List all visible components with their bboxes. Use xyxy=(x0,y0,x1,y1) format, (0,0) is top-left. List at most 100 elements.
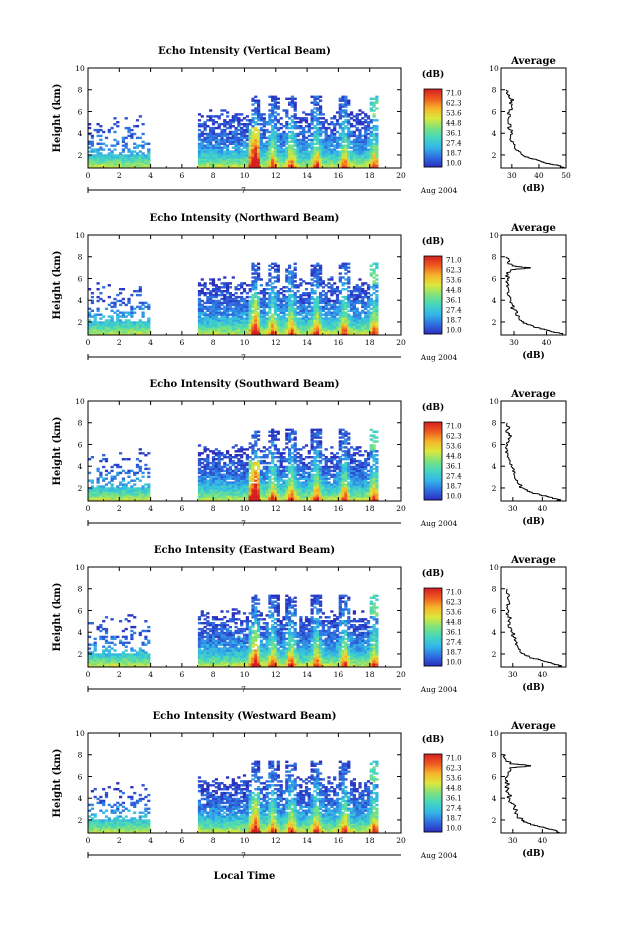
heatmap-cell xyxy=(214,465,218,469)
heatmap-cell xyxy=(107,491,111,494)
heatmap-cell xyxy=(133,327,137,330)
heatmap-cell xyxy=(254,430,258,433)
heatmap-cell xyxy=(262,136,266,140)
heatmap-cell xyxy=(90,485,94,488)
colorbar-step xyxy=(424,139,442,142)
heatmap-cell xyxy=(147,325,151,328)
heatmap-cell xyxy=(285,333,289,336)
heatmap-cell xyxy=(96,134,100,138)
heatmap-cell xyxy=(302,305,306,309)
heatmap-cell xyxy=(240,144,244,147)
heatmap-cell xyxy=(214,467,218,471)
heatmap-cell xyxy=(321,158,325,161)
heatmap-cell xyxy=(296,284,300,287)
heatmap-cell xyxy=(302,142,306,145)
profile-x-tick-label: 40 xyxy=(542,338,552,347)
heatmap-cell xyxy=(88,331,92,334)
heatmap-cell xyxy=(324,121,328,124)
heatmap-cell xyxy=(285,126,289,130)
heatmap-cell xyxy=(316,325,320,328)
heatmap-cell xyxy=(209,323,213,326)
heatmap-cell xyxy=(113,148,117,151)
heatmap-cell xyxy=(220,477,224,480)
heatmap-cell xyxy=(330,319,334,322)
heatmap-cell xyxy=(271,166,275,169)
heatmap-cell xyxy=(310,331,314,334)
heatmap-cell xyxy=(304,152,309,155)
heatmap-cell xyxy=(113,158,117,161)
heatmap-cell xyxy=(214,166,218,169)
heatmap-cell xyxy=(226,469,230,473)
heatmap-cell xyxy=(352,297,356,301)
heatmap-cell xyxy=(299,117,303,120)
heatmap-cell xyxy=(361,288,365,291)
heatmap-cell xyxy=(240,158,244,161)
heatmap-cell xyxy=(330,313,334,316)
heatmap-cell xyxy=(355,327,359,330)
heatmap-cell xyxy=(226,166,230,169)
heatmap-cell xyxy=(290,138,294,142)
heatmap-cell xyxy=(352,160,356,163)
heatmap-cell xyxy=(350,111,354,114)
heatmap-cell xyxy=(268,430,272,433)
heatmap-cell xyxy=(102,154,106,157)
heatmap-cell xyxy=(316,166,320,169)
heatmap-cell xyxy=(223,305,227,309)
heatmap-cell xyxy=(375,331,379,334)
heatmap-cell xyxy=(113,499,117,502)
heatmap-cell xyxy=(265,327,269,330)
heatmap-cell xyxy=(234,305,238,309)
heatmap-cell xyxy=(299,121,303,124)
heatmap-cell xyxy=(203,329,207,332)
heatmap-cell xyxy=(251,461,255,465)
heatmap-cell xyxy=(107,284,111,287)
heatmap-cell xyxy=(338,280,342,283)
heatmap-cell xyxy=(285,113,289,116)
heatmap-cell xyxy=(119,491,123,494)
heatmap-cell xyxy=(262,293,266,297)
heatmap-cell xyxy=(310,278,314,281)
heatmap-cell xyxy=(372,333,376,336)
heatmap-cell xyxy=(226,146,230,149)
heatmap-cell xyxy=(293,327,297,330)
heatmap-cell xyxy=(206,136,210,140)
heatmap-cell xyxy=(369,158,373,161)
heatmap-cell xyxy=(364,156,368,159)
heatmap-cell xyxy=(228,150,232,153)
heatmap-cell xyxy=(141,158,145,161)
heatmap-cell xyxy=(211,278,216,281)
heatmap-cell xyxy=(231,154,235,157)
heatmap-cell xyxy=(372,132,376,136)
heatmap-cell xyxy=(214,138,218,142)
heatmap-cell xyxy=(203,282,207,285)
heatmap-cell xyxy=(127,311,131,314)
heatmap-cell xyxy=(214,315,218,318)
heatmap-cell xyxy=(116,160,120,163)
heatmap-cell xyxy=(282,158,286,161)
heatmap-cell xyxy=(347,136,351,140)
heatmap-cell xyxy=(344,105,348,108)
heatmap-cell xyxy=(234,444,238,447)
heatmap-cell xyxy=(206,456,210,459)
heatmap-cell xyxy=(234,146,238,149)
heatmap-cell xyxy=(341,305,345,309)
heatmap-cell xyxy=(369,317,373,320)
heatmap-cell xyxy=(127,327,131,330)
heatmap-cell xyxy=(372,268,376,271)
colorbar-step xyxy=(424,314,442,317)
heatmap-cell xyxy=(375,305,379,309)
heatmap-cell xyxy=(231,121,235,124)
heatmap-cell xyxy=(197,119,202,122)
heatmap-cell xyxy=(319,158,323,161)
heatmap-cell xyxy=(251,158,255,161)
heatmap-cell xyxy=(355,160,359,163)
heatmap-cell xyxy=(344,125,348,128)
heatmap-cell xyxy=(231,146,235,149)
heatmap-cell xyxy=(304,297,309,301)
heatmap-cell xyxy=(375,284,379,287)
heatmap-cell xyxy=(341,262,345,265)
heatmap-cell xyxy=(316,309,320,312)
heatmap-cell xyxy=(141,156,145,159)
heatmap-cell xyxy=(347,123,351,126)
heatmap-cell xyxy=(316,301,320,305)
